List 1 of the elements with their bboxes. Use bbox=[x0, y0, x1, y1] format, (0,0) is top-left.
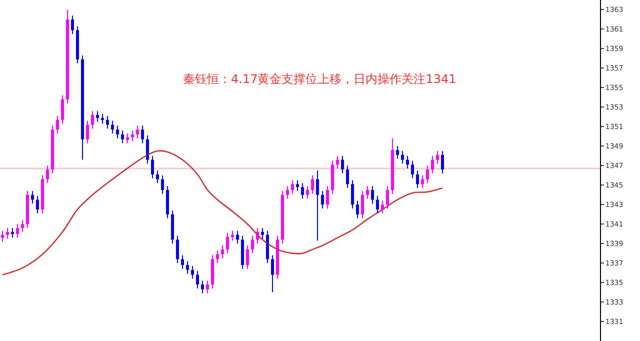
text: 秦钰恒：4.17黄金支撑位上移，日内操作关注1341 bbox=[183, 72, 456, 86]
